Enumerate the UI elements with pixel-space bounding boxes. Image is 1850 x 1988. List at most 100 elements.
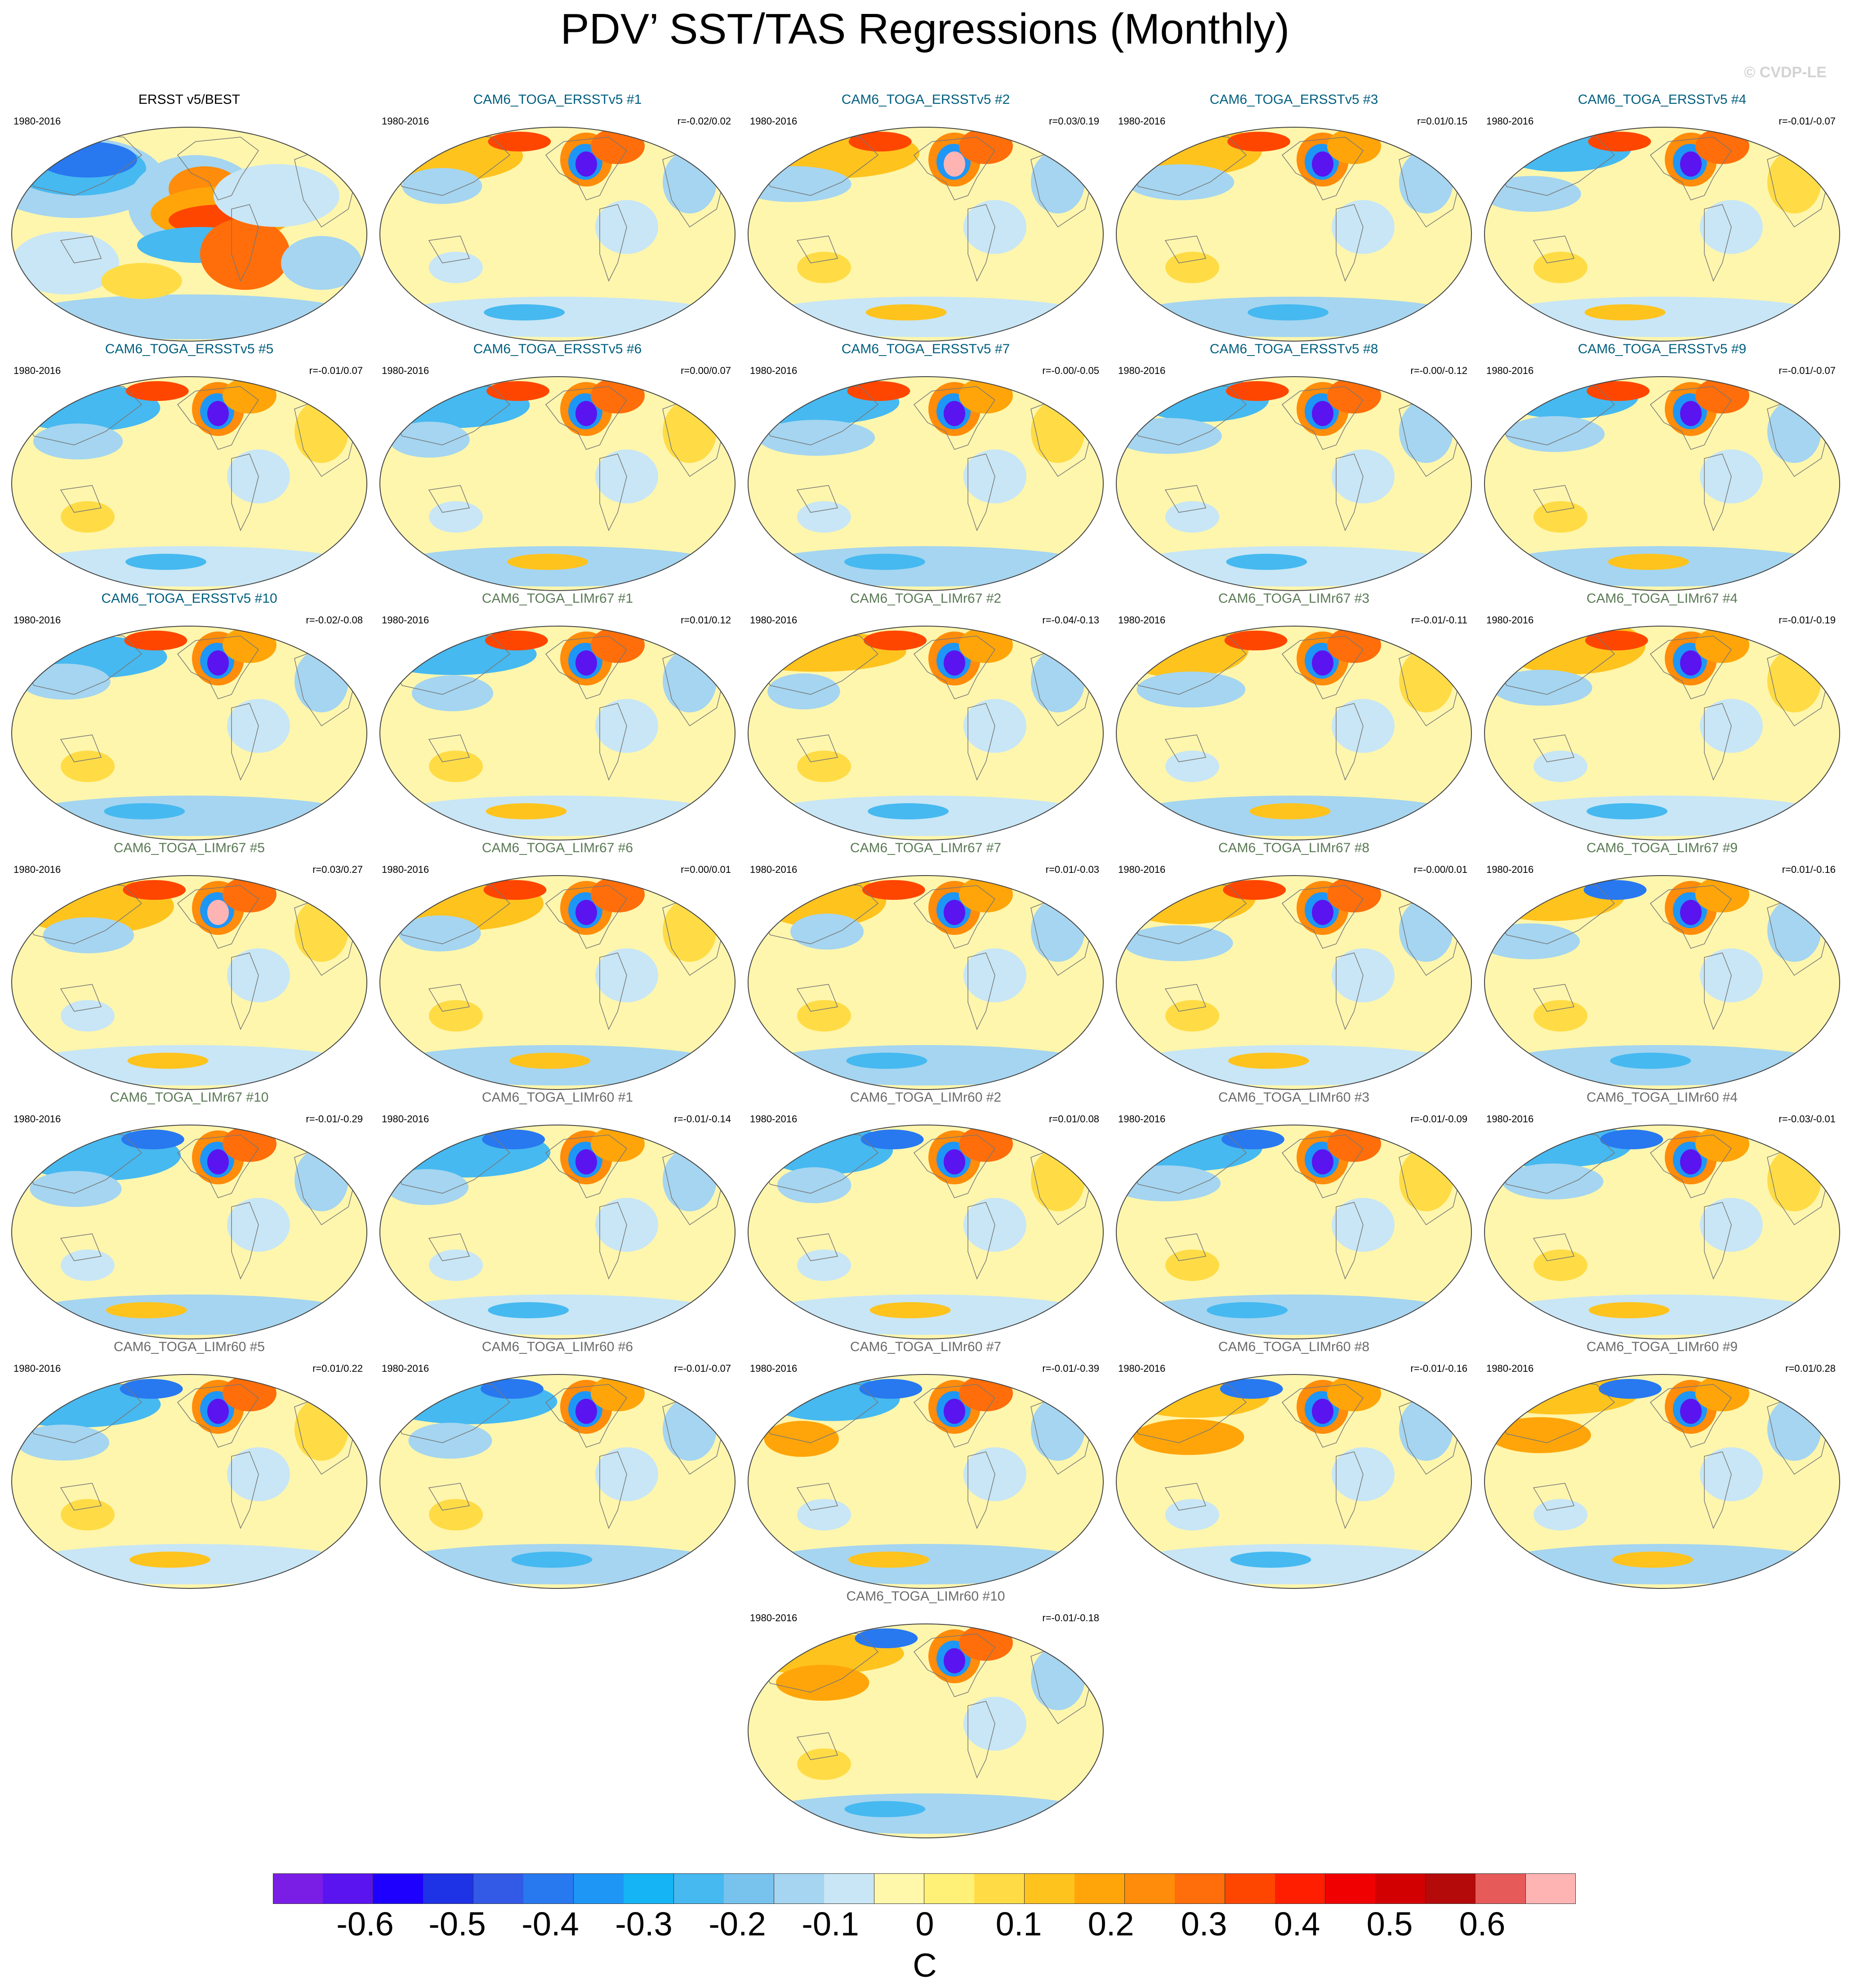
anomaly-region [1228,1053,1309,1069]
map-panel: CAM6_TOGA_ERSSTv5 #9 1980-2016 r=-0.01/-0.… [1480,342,1845,593]
panel-period: 1980-2016 [13,1113,61,1125]
anomaly-region [755,1793,1097,1834]
world-map [11,127,367,342]
coastline [1336,703,1364,781]
coastline [177,636,259,699]
anomaly-region [797,1250,851,1281]
anomaly-region [944,151,965,177]
anomaly-region [1312,401,1333,426]
map-border [748,1374,1104,1589]
anomaly-region [859,1379,923,1399]
colorbar-swatch [1525,1873,1576,1904]
colorbar-tick-label: -0.5 [428,1905,486,1943]
anomaly-region [207,401,229,426]
panel-title: CAM6_TOGA_LIMr67 #7 [850,841,1002,855]
map-background [1484,876,1840,1090]
map-panel: CAM6_TOGA_LIMr67 #3 1980-2016 r=-0.01/-0.1… [1111,591,1476,843]
panel-title: CAM6_TOGA_LIMr60 #5 [113,1339,265,1354]
panel-title: CAM6_TOGA_ERSSTv5 #2 [841,92,1010,107]
colorbar-swatch [473,1873,524,1904]
anomaly-region [1165,751,1219,782]
world-map [1116,1374,1472,1589]
colorbar-tick-label: -0.4 [522,1905,579,1943]
panel-title: CAM6_TOGA_LIMr67 #5 [113,841,265,855]
world-map [11,376,367,591]
anomaly-region [848,132,912,151]
map-background [380,1125,735,1339]
anomaly-region [389,422,470,458]
anomaly-region [1583,880,1647,900]
world-map [11,1125,367,1339]
coastline [60,1233,102,1261]
anomaly-region [1484,176,1581,212]
coastline [1336,454,1364,531]
coastline [177,885,259,949]
anomaly-region [1680,151,1702,177]
anomaly-region [755,546,1097,587]
world-map [1116,875,1472,1090]
anomaly-region [281,236,362,290]
panel-title: CAM6_TOGA_LIMr67 #3 [1218,591,1370,606]
coastline [1336,1202,1364,1280]
panel-title: CAM6_TOGA_LIMr67 #8 [1218,841,1370,855]
anomaly-region [1767,151,1821,213]
panel-correlation: r=-0.01/0.07 [309,365,363,376]
map-panel: CAM6_TOGA_LIMr67 #10 1980-2016 r=-0.01/-0.… [7,1090,372,1342]
coastline [1704,1451,1732,1529]
anomaly-region [398,915,481,952]
panel-title: CAM6_TOGA_LIMr60 #1 [481,1090,633,1105]
anomaly-region [104,803,185,819]
map-panel: CAM6_TOGA_LIMr60 #8 1980-2016 r=-0.01/-0.1… [1111,1339,1476,1591]
panel-correlation: r=-0.01/-0.11 [1411,614,1467,626]
map-panel: CAM6_TOGA_LIMr67 #6 1980-2016 r=0.00/0.01 [375,841,740,1092]
panel-period: 1980-2016 [382,614,429,626]
colorbar-tick-label: 0.5 [1366,1905,1413,1943]
anomaly-region [575,1149,597,1174]
panel-title: CAM6_TOGA_ERSSTv5 #7 [841,342,1010,356]
anomaly-region [844,554,925,570]
anomaly-region [484,304,565,320]
panel-title: CAM6_TOGA_LIMr67 #2 [850,591,1002,606]
coastline [913,386,996,450]
colorbar-swatch [273,1873,323,1904]
colorbar-units: C [913,1947,937,1984]
coastline [1704,952,1732,1030]
map-background [748,626,1103,840]
anomaly-region [1680,900,1702,925]
map-panel: CAM6_TOGA_LIMr60 #3 1980-2016 r=-0.01/-0.0… [1111,1090,1476,1342]
colorbar-swatch [373,1873,423,1904]
coastline [599,454,627,531]
panel-correlation: r=-0.00/-0.05 [1042,365,1099,376]
anomaly-region [1123,1294,1465,1335]
anomaly-region [480,1379,544,1399]
map-border [1116,1374,1472,1589]
anomaly-region [944,1648,965,1673]
anomaly-region [129,1552,211,1568]
map-panel: CAM6_TOGA_ERSSTv5 #10 1980-2016 r=-0.02/-0… [7,591,372,843]
anomaly-region [944,1149,965,1174]
map-background [1484,127,1840,341]
world-map [1116,127,1472,342]
colorbar-swatch [1124,1873,1175,1904]
anomaly-region [507,554,588,570]
coastline [545,636,628,699]
anomaly-region [663,400,717,463]
anomaly-region [1220,1379,1283,1399]
anomaly-region [207,650,229,676]
map-border [1116,875,1472,1090]
colorbar-swatch [1074,1873,1125,1904]
anomaly-region [860,1130,924,1149]
watermark: © CVDP-LE [1744,64,1827,81]
map-border [748,1125,1104,1339]
world-map [379,1374,736,1589]
map-panel: CAM6_TOGA_LIMr60 #10 1980-2016 r=-0.01/-0.… [743,1589,1108,1841]
anomaly-region [1031,400,1085,463]
map-panel: CAM6_TOGA_ERSSTv5 #3 1980-2016 r=0.01/0.15 [1111,92,1476,344]
panel-correlation: r=0.01/-0.03 [1045,864,1099,875]
world-map [11,626,367,841]
world-map [748,1623,1104,1838]
panel-period: 1980-2016 [750,1113,798,1125]
panel-title: CAM6_TOGA_ERSSTv5 #3 [1209,92,1378,107]
panel-title: CAM6_TOGA_LIMr60 #6 [481,1339,633,1354]
anomaly-region [207,1399,229,1424]
